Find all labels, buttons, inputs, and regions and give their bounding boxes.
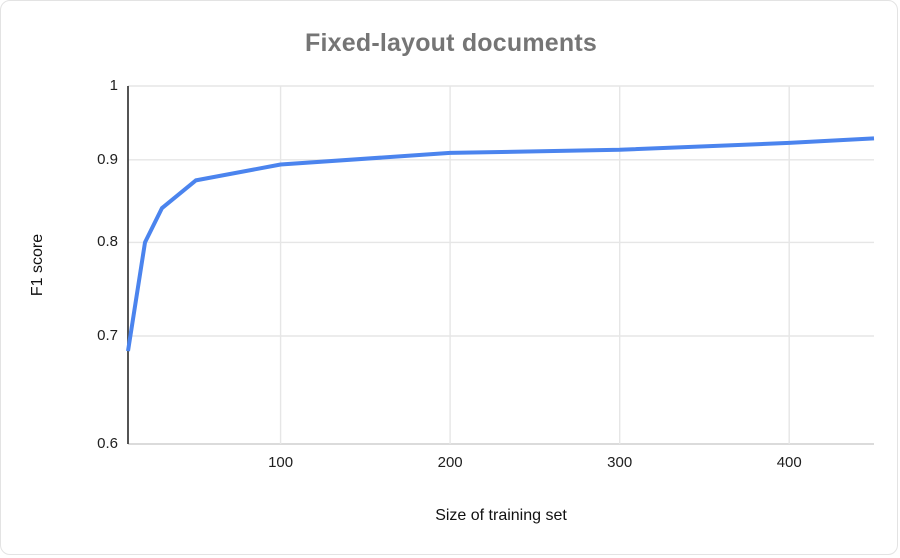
chart-title: Fixed-layout documents <box>305 29 597 57</box>
x-tick-label: 200 <box>437 454 463 471</box>
y-tick-label: 1 <box>109 77 118 94</box>
y-tick-label: 0.6 <box>97 435 118 452</box>
x-tick-label: 300 <box>607 454 633 471</box>
y-axis-title: F1 score <box>29 233 46 297</box>
y-tick-label: 0.7 <box>97 326 118 344</box>
y-tick-label: 0.8 <box>97 233 118 251</box>
x-axis-title: Size of training set <box>435 507 567 524</box>
series-line <box>126 136 875 352</box>
y-tick-label: 0.9 <box>97 150 118 168</box>
x-tick-label: 100 <box>268 454 294 471</box>
x-tick-label: 400 <box>776 454 802 471</box>
